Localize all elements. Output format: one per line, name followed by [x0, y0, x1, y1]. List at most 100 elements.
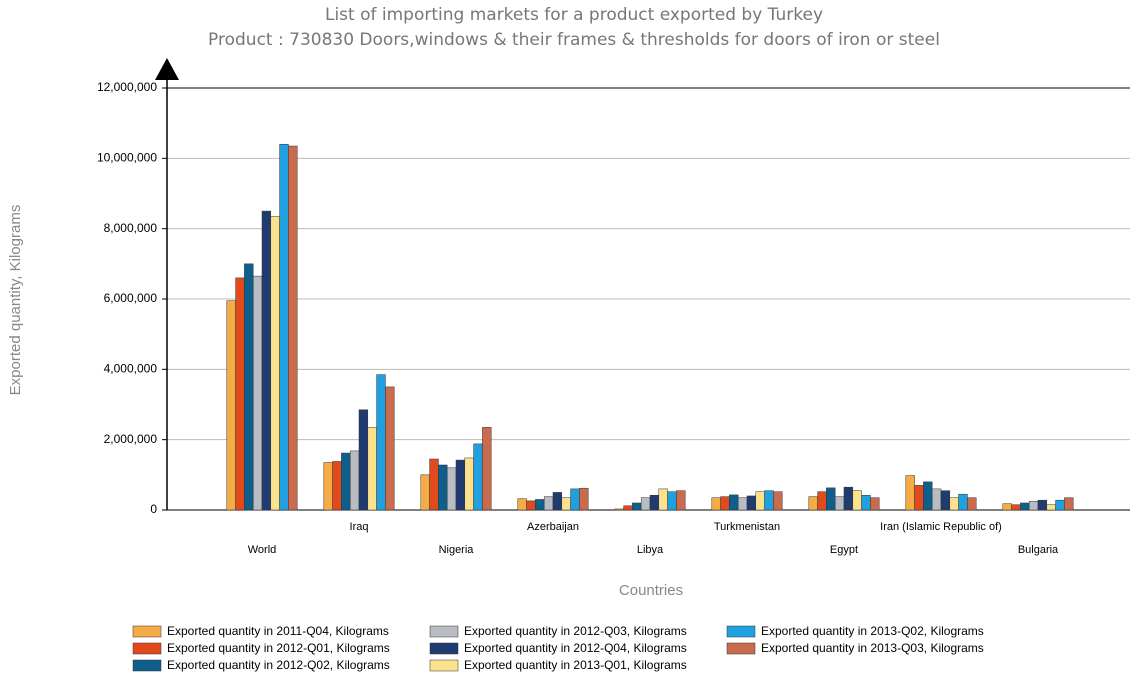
bar [455, 459, 466, 511]
bar [623, 505, 633, 511]
bar [640, 497, 651, 511]
bar [729, 494, 739, 511]
bar [1002, 503, 1012, 511]
chart-subtitle: Product : 730830 Doors,windows & their f… [208, 30, 940, 50]
bar [552, 492, 563, 511]
y-tick-label: 6,000,000 [104, 291, 158, 305]
bar [614, 508, 624, 511]
bar [737, 497, 748, 511]
legend-label: Exported quantity in 2013-Q02, Kilograms [761, 624, 984, 638]
axis-arrow [155, 58, 179, 80]
legend-swatch [132, 625, 162, 638]
y-tick-label: 12,000,000 [97, 80, 157, 94]
bar [349, 450, 360, 511]
bar [958, 493, 968, 511]
bar [1028, 500, 1039, 511]
y-axis-label: Exported quantity, Kilograms [7, 205, 24, 396]
bar [473, 443, 483, 511]
bar [949, 497, 959, 511]
bar [931, 488, 942, 511]
bar [1046, 504, 1056, 511]
bar [940, 490, 951, 511]
x-tick-label: Turkmenistan [714, 521, 780, 533]
chart-title: List of importing markets for a product … [325, 5, 823, 25]
y-tick-label: 2,000,000 [104, 432, 158, 446]
legend-label: Exported quantity in 2013-Q03, Kilograms [761, 641, 984, 655]
bar [332, 461, 342, 511]
x-tick-label: Iran (Islamic Republic of) [880, 521, 1002, 533]
x-axis-label: Countries [619, 582, 683, 599]
legend-swatch [726, 625, 756, 638]
bar [764, 490, 774, 511]
bar [535, 499, 545, 511]
bar [843, 486, 854, 511]
bar [905, 475, 915, 511]
x-tick-label: Bulgaria [1018, 544, 1059, 556]
x-tick-label: Egypt [830, 544, 858, 556]
bar [464, 457, 474, 511]
bar [914, 485, 924, 511]
legend-swatch [132, 659, 162, 672]
y-tick-label: 4,000,000 [104, 362, 158, 376]
bar [438, 464, 448, 511]
bar [226, 300, 236, 511]
bar [482, 427, 492, 511]
bar [746, 495, 757, 511]
bar [385, 386, 395, 511]
bar [261, 210, 272, 511]
bar [773, 491, 783, 511]
bar [543, 496, 554, 511]
bar [923, 481, 933, 511]
bar [861, 494, 871, 511]
y-tick-label: 10,000,000 [97, 151, 157, 165]
bar [834, 496, 845, 511]
bar [1037, 499, 1048, 511]
bar [852, 490, 862, 511]
legend-label: Exported quantity in 2012-Q02, Kilograms [167, 658, 390, 672]
bar [870, 497, 880, 511]
legend-swatch [429, 642, 459, 655]
bar [279, 144, 289, 511]
y-tick-label: 8,000,000 [104, 221, 158, 235]
bar [420, 474, 430, 511]
bar [649, 494, 660, 511]
legend-swatch [429, 659, 459, 672]
bar [252, 275, 263, 511]
x-tick-label: Azerbaijan [527, 521, 579, 533]
legend-label: Exported quantity in 2012-Q03, Kilograms [464, 624, 687, 638]
bar [526, 500, 536, 511]
bar [341, 452, 351, 511]
bar [358, 409, 369, 511]
bar [755, 491, 765, 511]
bar [711, 497, 721, 511]
bar [826, 487, 836, 511]
legend-label: Exported quantity in 2012-Q01, Kilograms [167, 641, 390, 655]
bar [288, 145, 298, 511]
bar [429, 458, 439, 511]
bar [658, 488, 668, 511]
x-tick-label: Iraq [350, 521, 369, 533]
bar [446, 467, 457, 511]
bar [967, 497, 977, 511]
bar [632, 502, 642, 511]
legend-label: Exported quantity in 2013-Q01, Kilograms [464, 658, 687, 672]
legend-swatch [726, 642, 756, 655]
bar [561, 497, 571, 511]
bar [235, 277, 245, 511]
bar [517, 498, 527, 511]
bar [720, 496, 730, 511]
x-tick-label: Libya [637, 544, 664, 556]
x-tick-label: World [248, 544, 277, 556]
bar [676, 490, 686, 511]
bar [1020, 502, 1030, 511]
legend-swatch [132, 642, 162, 655]
bar [376, 374, 386, 511]
bar [1064, 497, 1074, 511]
bar [270, 216, 280, 511]
bar [579, 487, 589, 511]
bar [817, 491, 827, 511]
legend-label: Exported quantity in 2012-Q04, Kilograms [464, 641, 687, 655]
bar [1011, 504, 1021, 511]
bar [367, 427, 377, 511]
